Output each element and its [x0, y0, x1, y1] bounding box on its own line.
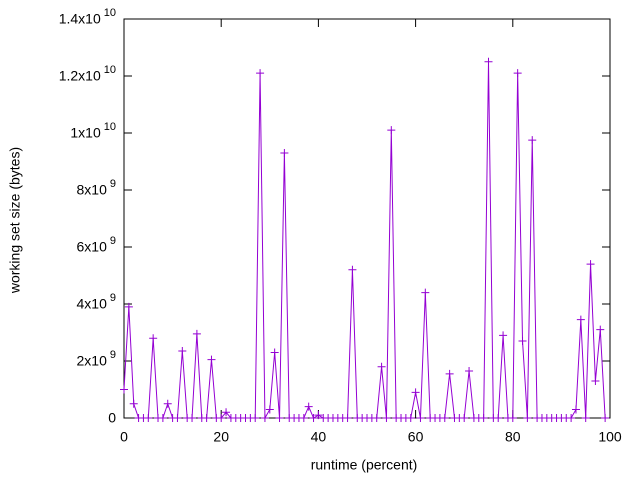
data-point — [158, 414, 167, 422]
data-point — [440, 414, 449, 422]
x-tick-label: 60 — [408, 429, 424, 445]
x-tick-label: 0 — [120, 429, 128, 445]
data-point — [217, 414, 226, 422]
data-point — [129, 399, 138, 408]
data-point — [120, 385, 128, 394]
data-point — [222, 408, 231, 417]
data-point — [202, 414, 211, 422]
data-point — [149, 334, 158, 343]
data-point — [178, 347, 187, 356]
data-point — [163, 399, 172, 408]
data-point — [372, 414, 381, 422]
y-tick-label: 4x10 9 — [77, 292, 116, 312]
y-tick-label: 1.4x10 10 — [59, 7, 116, 27]
data-point — [314, 411, 323, 420]
data-point — [523, 414, 532, 422]
data-point — [513, 69, 522, 78]
y-tick-label: 6x10 9 — [77, 235, 116, 255]
data-point — [416, 414, 425, 422]
data-point — [299, 414, 308, 422]
data-point — [144, 414, 153, 422]
data-point — [382, 414, 391, 422]
x-tick-label: 80 — [505, 429, 521, 445]
data-point — [528, 136, 537, 145]
data-point — [270, 348, 279, 357]
y-axis-label: working set size (bytes) — [7, 147, 23, 294]
data-point — [601, 414, 610, 422]
y-tick-label: 1.2x10 10 — [59, 64, 116, 84]
data-point — [387, 126, 396, 135]
data-point — [207, 355, 216, 364]
data-point — [411, 388, 420, 397]
data-point — [406, 414, 415, 422]
data-point — [348, 265, 357, 274]
y-tick-label: 1x10 10 — [70, 121, 116, 141]
data-point — [499, 331, 508, 340]
data-point — [188, 414, 197, 422]
data-point — [343, 414, 352, 422]
plot-frame — [123, 18, 611, 419]
data-point — [576, 315, 585, 324]
data-point — [460, 414, 469, 422]
data-point — [275, 414, 284, 422]
data-point — [260, 414, 269, 422]
data-point — [280, 148, 289, 157]
data-point — [596, 325, 605, 334]
data-point — [192, 329, 201, 338]
y-tick-label: 0 — [108, 410, 116, 426]
data-point — [586, 260, 595, 269]
data-point — [484, 57, 493, 66]
y-tick-label: 2x10 9 — [77, 349, 116, 369]
data-point — [508, 414, 517, 422]
x-tick-label: 20 — [213, 429, 229, 445]
data-line — [123, 61, 606, 420]
x-axis-label: runtime (percent) — [311, 457, 418, 473]
data-point — [421, 288, 430, 297]
data-point — [124, 302, 133, 311]
data-point — [265, 405, 274, 414]
data-point — [377, 362, 386, 371]
data-point — [465, 366, 474, 375]
data-point — [251, 414, 260, 422]
data-point — [173, 414, 182, 422]
data-point — [567, 414, 576, 422]
data-point — [309, 414, 318, 422]
data-point — [518, 337, 527, 346]
data-point — [591, 376, 600, 385]
data-point — [304, 402, 313, 411]
x-tick-label: 40 — [311, 429, 327, 445]
data-point — [494, 414, 503, 422]
data-point — [571, 405, 580, 414]
data-point — [581, 414, 590, 422]
x-tick-label: 100 — [598, 429, 622, 445]
data-point — [445, 369, 454, 378]
data-point — [256, 69, 265, 78]
data-point — [479, 414, 488, 422]
y-tick-label: 8x10 9 — [77, 178, 116, 198]
